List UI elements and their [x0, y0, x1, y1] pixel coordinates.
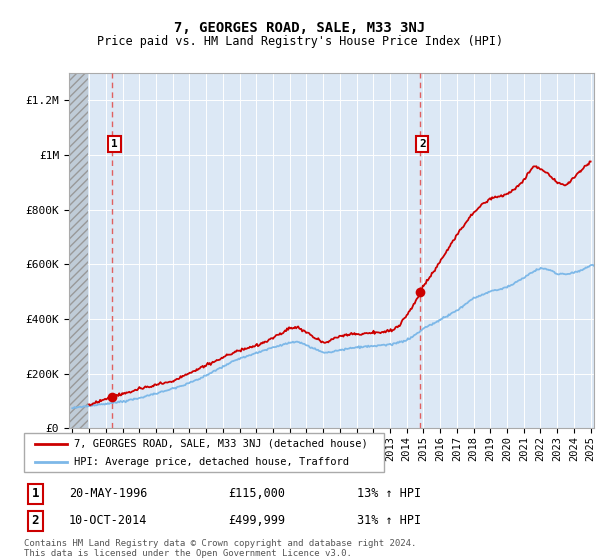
Text: 20-MAY-1996: 20-MAY-1996 — [69, 487, 148, 501]
Text: 10-OCT-2014: 10-OCT-2014 — [69, 514, 148, 528]
Text: Contains HM Land Registry data © Crown copyright and database right 2024.
This d: Contains HM Land Registry data © Crown c… — [24, 539, 416, 558]
Text: HPI: Average price, detached house, Trafford: HPI: Average price, detached house, Traf… — [74, 457, 349, 467]
Text: 7, GEORGES ROAD, SALE, M33 3NJ (detached house): 7, GEORGES ROAD, SALE, M33 3NJ (detached… — [74, 438, 368, 449]
Text: Price paid vs. HM Land Registry's House Price Index (HPI): Price paid vs. HM Land Registry's House … — [97, 35, 503, 48]
Text: 1: 1 — [32, 487, 39, 501]
Text: 2: 2 — [419, 139, 425, 149]
Text: 13% ↑ HPI: 13% ↑ HPI — [357, 487, 421, 501]
Text: 2: 2 — [32, 514, 39, 528]
Bar — [69, 73, 88, 428]
Text: 7, GEORGES ROAD, SALE, M33 3NJ: 7, GEORGES ROAD, SALE, M33 3NJ — [175, 21, 425, 35]
Text: 1: 1 — [111, 139, 118, 149]
Text: 31% ↑ HPI: 31% ↑ HPI — [357, 514, 421, 528]
Text: £115,000: £115,000 — [228, 487, 285, 501]
Text: £499,999: £499,999 — [228, 514, 285, 528]
